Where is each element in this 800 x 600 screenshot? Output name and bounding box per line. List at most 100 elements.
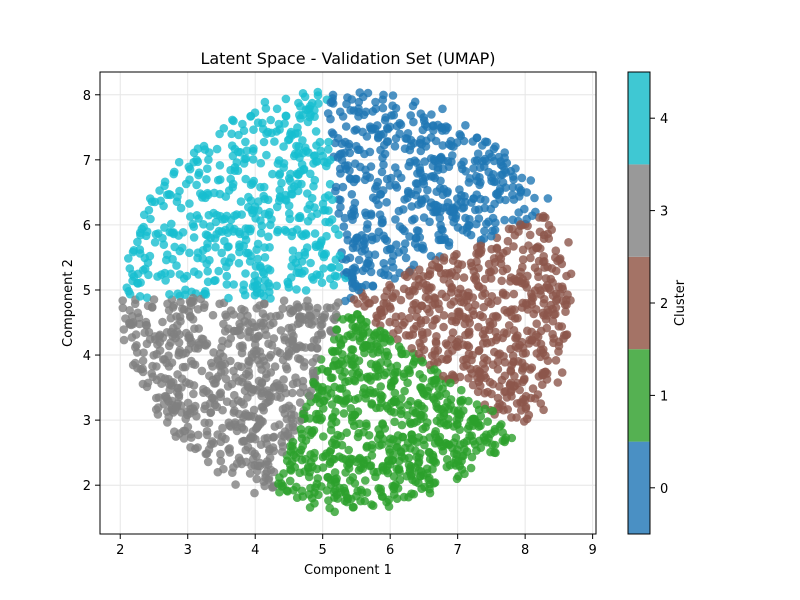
cluster-1-point	[450, 406, 459, 415]
cluster-2-point	[407, 305, 417, 315]
cluster-3-point	[266, 350, 276, 360]
cluster-3-point	[189, 406, 199, 416]
cluster-3-point	[252, 452, 261, 461]
cluster-3-point	[295, 398, 305, 407]
cluster-3-point	[271, 311, 281, 321]
cluster-3-point	[270, 422, 280, 431]
cluster-4-point	[294, 142, 304, 151]
cluster-2-point	[564, 238, 573, 247]
cluster-0-point	[354, 285, 364, 295]
cluster-1-point	[332, 490, 342, 500]
cluster-3-point	[331, 310, 341, 319]
cluster-1-point	[444, 420, 453, 429]
cluster-3-point	[199, 384, 208, 394]
x-axis-label: Component 1	[304, 563, 392, 578]
cluster-2-point	[533, 242, 543, 251]
cluster-2-point	[484, 325, 494, 335]
cluster-2-point	[495, 399, 504, 409]
x-tick-label: 7	[454, 543, 462, 558]
cluster-3-point	[142, 339, 152, 349]
cluster-2-point	[391, 318, 400, 328]
cluster-1-point	[360, 496, 370, 506]
cluster-0-point	[475, 180, 484, 190]
cluster-3-point	[269, 334, 279, 343]
cluster-4-point	[286, 169, 295, 179]
cluster-0-point	[419, 113, 429, 122]
cluster-4-point	[234, 258, 244, 268]
cluster-3-point	[288, 388, 297, 398]
cluster-1-point	[395, 401, 405, 410]
cluster-2-point	[478, 284, 488, 294]
cluster-2-point	[415, 265, 424, 275]
cluster-1-point	[285, 476, 295, 486]
cluster-1-point	[373, 467, 382, 477]
cluster-0-point	[481, 137, 490, 146]
cluster-4-point	[319, 264, 328, 273]
cluster-3-point	[312, 344, 322, 353]
cluster-4-point	[267, 215, 276, 224]
cluster-2-point	[566, 296, 575, 305]
cluster-2-point	[494, 251, 504, 261]
cluster-0-point	[335, 107, 345, 117]
cluster-0-point	[386, 173, 396, 183]
cluster-4-point	[246, 112, 255, 121]
cluster-1-point	[339, 409, 349, 418]
cluster-2-point	[439, 311, 449, 320]
cluster-1-point	[439, 411, 449, 420]
cluster-3-point	[142, 321, 152, 330]
cluster-1-point	[389, 376, 399, 386]
cluster-2-point	[434, 263, 444, 273]
cluster-1-point	[322, 486, 332, 495]
cluster-1-point	[392, 442, 402, 452]
cluster-4-point	[169, 228, 178, 237]
cluster-0-point	[515, 192, 524, 201]
cluster-1-point	[416, 410, 426, 420]
cluster-1-point	[420, 390, 429, 399]
cluster-0-point	[457, 160, 466, 170]
cluster-1-point	[368, 501, 378, 511]
cluster-0-point	[436, 152, 446, 162]
cluster-1-point	[314, 490, 323, 500]
colorbar-tick-label: 2	[660, 297, 668, 312]
cluster-0-point	[413, 179, 422, 188]
cluster-4-point	[265, 207, 274, 217]
cluster-3-point	[186, 443, 195, 452]
cluster-3-point	[238, 377, 247, 387]
cluster-3-point	[247, 318, 257, 327]
cluster-4-point	[215, 161, 225, 170]
cluster-2-point	[427, 283, 436, 292]
cluster-1-point	[411, 477, 420, 487]
cluster-3-point	[127, 320, 136, 330]
cluster-1-point	[376, 358, 386, 367]
cluster-2-point	[407, 344, 417, 353]
points-layer	[118, 87, 576, 517]
cluster-3-point	[278, 442, 288, 451]
cluster-4-point	[259, 283, 268, 292]
cluster-2-point	[480, 353, 489, 363]
cluster-4-point	[311, 127, 321, 136]
cluster-2-point	[399, 284, 409, 294]
cluster-4-point	[259, 137, 269, 147]
cluster-0-point	[509, 175, 518, 184]
x-tick-label: 4	[251, 543, 259, 558]
cluster-0-point	[480, 195, 490, 205]
cluster-2-point	[465, 318, 475, 328]
cluster-3-point	[260, 299, 269, 309]
cluster-0-point	[372, 181, 381, 191]
cluster-4-point	[250, 202, 260, 211]
cluster-1-point	[378, 419, 387, 428]
cluster-2-point	[525, 230, 535, 240]
cluster-4-point	[232, 158, 242, 167]
cluster-2-point	[439, 322, 448, 332]
cluster-1-point	[397, 349, 406, 359]
cluster-4-point	[312, 209, 322, 218]
cluster-2-point	[462, 291, 472, 301]
cluster-0-point	[409, 117, 418, 127]
cluster-1-point	[305, 490, 314, 499]
cluster-1-point	[341, 377, 350, 387]
cluster-0-point	[349, 177, 359, 187]
cluster-3-point	[258, 403, 268, 412]
cluster-1-point	[498, 428, 508, 437]
cluster-4-point	[253, 118, 263, 127]
cluster-2-point	[455, 284, 465, 294]
